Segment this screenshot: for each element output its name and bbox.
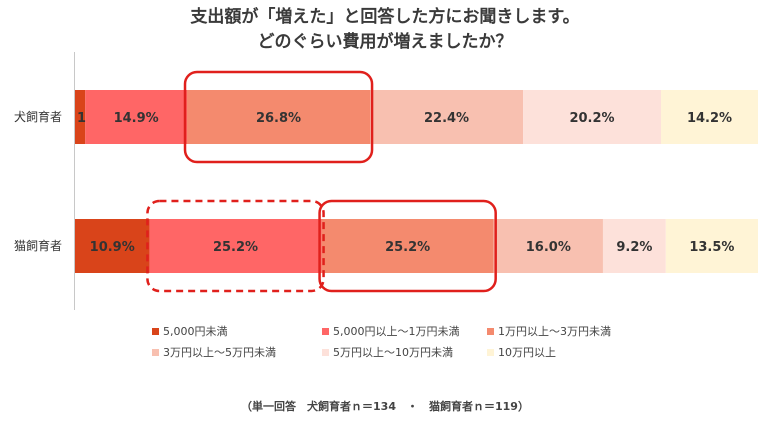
- data-label: 9.2%: [616, 240, 652, 255]
- data-label: 10.9%: [90, 240, 135, 255]
- legend-label: 5,000円未満: [163, 325, 228, 338]
- data-label: 13.5%: [689, 240, 734, 255]
- legend-item: 10万円以上: [487, 344, 672, 360]
- bar-segment: [665, 219, 758, 273]
- chart-title: 支出額が「増えた」と回答した方にお聞きします。 どのぐらい費用が増えましたか？: [0, 5, 770, 55]
- chart-title-line-2: どのぐらい費用が増えましたか？: [257, 32, 513, 52]
- bar-segment: [602, 219, 666, 273]
- legend-swatch: [322, 327, 329, 335]
- data-label: 25.2%: [213, 240, 258, 255]
- legend-swatch: [487, 348, 494, 356]
- legend-label: 1万円以上～3万円未満: [498, 325, 611, 338]
- bar-segment: [661, 90, 758, 144]
- bar-segment: [75, 219, 150, 273]
- bar-segment: [75, 90, 86, 144]
- legend-swatch: [487, 327, 494, 335]
- data-label: 16.0%: [526, 240, 571, 255]
- bar-segment: [187, 90, 371, 144]
- chart-legend: 5,000円未満 5,000円以上～1万円未満 1万円以上～3万円未満 3万円以上～5…: [152, 323, 672, 360]
- legend-item: 5,000円以上～1万円未満: [322, 323, 487, 339]
- chart-title-line-1: 支出額が「増えた」と回答した方にお聞きします。: [190, 7, 580, 27]
- legend-item: 1万円以上～3万円未満: [487, 323, 672, 339]
- legend-label: 10万円以上: [498, 346, 556, 359]
- highlight-box: [146, 199, 325, 293]
- bar-segment: [321, 219, 494, 273]
- highlight-box: [183, 70, 374, 164]
- legend-label: 5万円以上～10万円未満: [333, 346, 453, 359]
- data-label: 22.4%: [424, 111, 469, 126]
- legend-swatch: [152, 348, 159, 356]
- data-label: 14.2%: [687, 111, 732, 126]
- legend-label: 5,000円以上～1万円未満: [333, 325, 460, 338]
- legend-swatch: [152, 327, 159, 335]
- bar-segment: [85, 90, 188, 144]
- legend-item: 5万円以上～10万円未満: [322, 344, 487, 360]
- data-label: 26.8%: [256, 111, 301, 126]
- bar-segment: [523, 90, 662, 144]
- bar-segment: [493, 219, 603, 273]
- category-label: 犬飼育者: [14, 109, 62, 124]
- data-label: 14.9%: [114, 111, 159, 126]
- legend-swatch: [322, 348, 329, 356]
- legend-label: 3万円以上～5万円未満: [163, 346, 276, 359]
- bar-segment: [370, 90, 524, 144]
- category-label: 猫飼育者: [14, 238, 62, 253]
- chart-footnote: （単一回答 犬飼育者ｎ＝134 ・ 猫飼育者ｎ＝119）: [241, 400, 529, 413]
- bar-segment: [149, 219, 322, 273]
- legend-item: 3万円以上～5万円未満: [152, 344, 322, 360]
- data-label: 25.2%: [385, 240, 430, 255]
- legend-item: 5,000円未満: [152, 323, 322, 339]
- data-label: 20.2%: [569, 111, 614, 126]
- highlight-box: [318, 199, 497, 293]
